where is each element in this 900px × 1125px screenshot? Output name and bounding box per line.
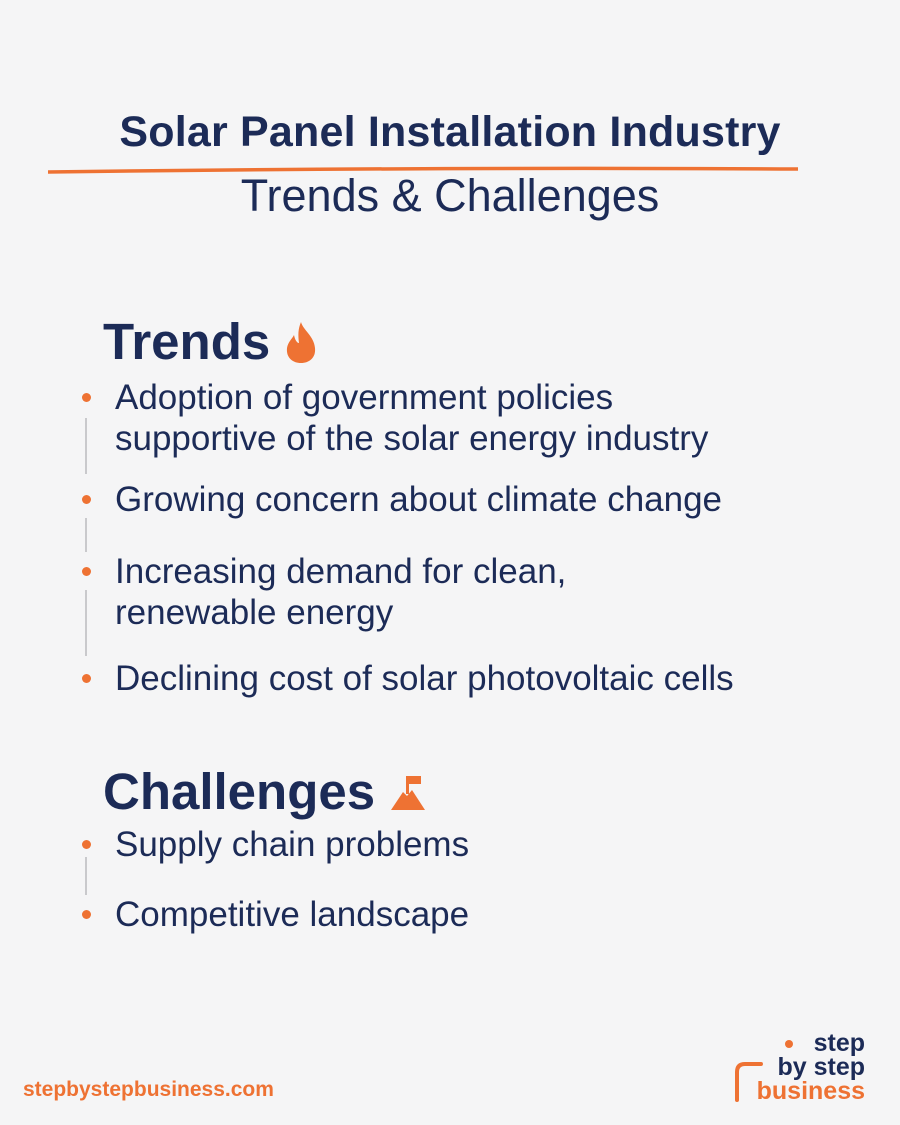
logo-dot xyxy=(785,1040,793,1048)
trends-heading: Trends xyxy=(103,312,318,371)
bullet xyxy=(82,567,91,576)
mountain-flag-icon xyxy=(389,772,427,812)
challenges-heading: Challenges xyxy=(103,762,427,821)
website-url[interactable]: stepbystepbusiness.com xyxy=(23,1078,274,1101)
trend-item-line: renewable energy xyxy=(115,593,394,632)
logo-line: business xyxy=(756,1077,865,1105)
title-underline xyxy=(48,166,798,174)
challenge-item-supply-chain: Supply chain problems xyxy=(115,824,875,865)
trend-item-renewable: Increasing demand for clean, renewable e… xyxy=(115,551,875,633)
bullet xyxy=(82,840,91,849)
trend-item-line: Adoption of government policies xyxy=(115,378,614,417)
challenge-item-line: Competitive landscape xyxy=(115,895,470,934)
trend-item-line: supportive of the solar energy industry xyxy=(115,419,709,458)
trend-item-photovoltaic: Declining cost of solar photovoltaic cel… xyxy=(115,658,875,699)
bullet xyxy=(82,393,91,402)
bullet xyxy=(82,674,91,683)
challenge-item-competition: Competitive landscape xyxy=(115,894,875,935)
trend-connector xyxy=(85,418,87,474)
trends-heading-label: Trends xyxy=(103,313,271,370)
trend-item-policies: Adoption of government policies supporti… xyxy=(115,377,875,459)
brand-logo: step by step business xyxy=(733,1029,873,1105)
trend-item-line: Declining cost of solar photovoltaic cel… xyxy=(115,659,734,698)
trend-item-climate: Growing concern about climate change xyxy=(115,479,875,520)
logo-line: step xyxy=(813,1029,865,1057)
trend-item-line: Increasing demand for clean, xyxy=(115,552,567,591)
logo-step-mark xyxy=(735,1062,763,1102)
trend-connector xyxy=(85,590,87,656)
trend-item-line: Growing concern about climate change xyxy=(115,480,723,519)
page-title: Solar Panel Installation Industry xyxy=(119,108,781,156)
bullet xyxy=(82,495,91,504)
challenge-connector xyxy=(85,857,87,895)
page-subtitle: Trends & Challenges xyxy=(240,170,660,221)
logo-line: by step xyxy=(777,1053,865,1081)
trend-connector xyxy=(85,518,87,552)
flame-icon xyxy=(284,320,318,364)
challenges-heading-label: Challenges xyxy=(103,763,376,820)
bullet xyxy=(82,910,91,919)
challenge-item-line: Supply chain problems xyxy=(115,825,470,864)
